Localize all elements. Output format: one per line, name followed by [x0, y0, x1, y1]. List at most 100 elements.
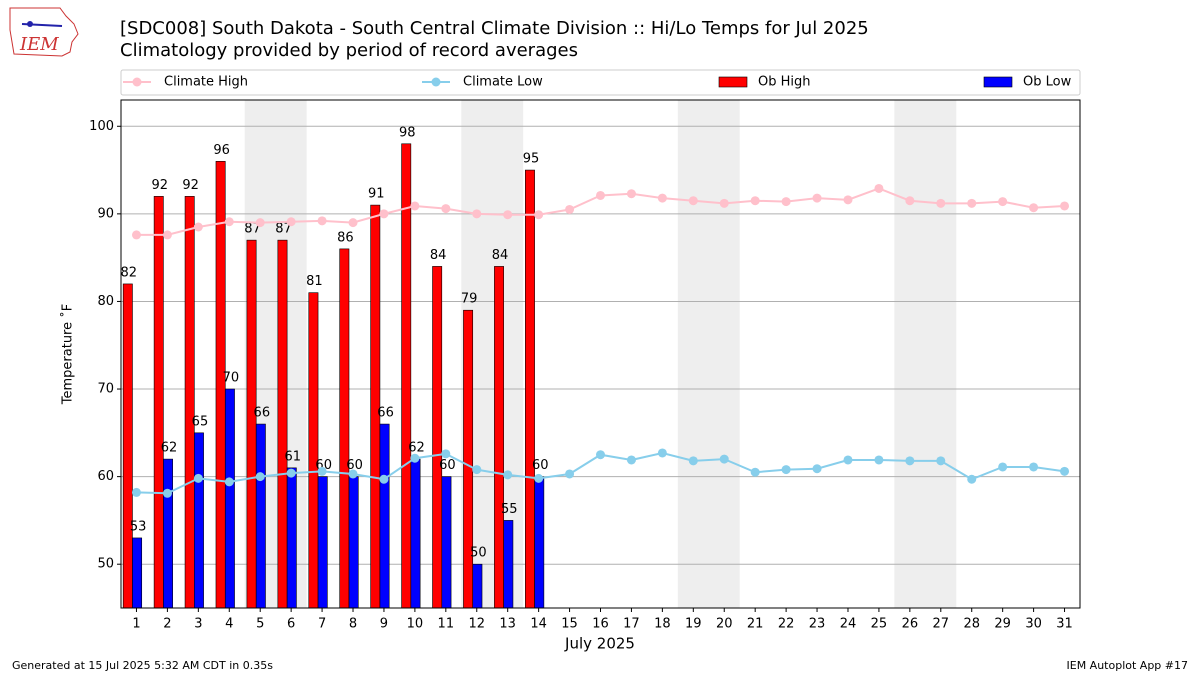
- bar: [132, 537, 143, 609]
- marker: [936, 456, 946, 466]
- data-label: 70: [223, 371, 240, 386]
- marker: [596, 450, 605, 460]
- marker: [719, 198, 729, 208]
- marker: [286, 468, 296, 478]
- x-tick-label: 8: [349, 617, 357, 632]
- marker: [317, 466, 327, 476]
- bar: [224, 388, 235, 609]
- data-label: 82: [121, 265, 138, 280]
- marker: [348, 218, 358, 228]
- y-tick-label: 50: [97, 557, 114, 572]
- legend-swatch: [718, 76, 748, 88]
- data-label: 92: [182, 178, 199, 193]
- marker: [626, 189, 636, 199]
- x-tick-label: 17: [623, 617, 640, 632]
- marker: [998, 197, 1008, 207]
- bar: [379, 423, 390, 609]
- legend-label: Ob High: [758, 75, 811, 90]
- x-tick-label: 21: [747, 617, 764, 632]
- y-tick-label: 70: [97, 382, 114, 397]
- x-tick-label: 20: [716, 617, 733, 632]
- bar: [255, 423, 266, 609]
- marker: [348, 469, 358, 479]
- x-tick-label: 14: [530, 617, 547, 632]
- data-label: 66: [254, 406, 271, 421]
- logo-text: IEM: [19, 34, 59, 55]
- chart-title: [SDC008] South Dakota - South Central Cl…: [120, 18, 869, 39]
- x-tick-label: 11: [438, 617, 455, 632]
- x-tick-label: 10: [407, 617, 424, 632]
- x-tick-label: 1: [132, 617, 140, 632]
- chart-subtitle: Climatology provided by period of record…: [120, 40, 578, 61]
- marker: [131, 230, 141, 240]
- footer-left: Generated at 15 Jul 2025 5:32 AM CDT in …: [12, 659, 273, 672]
- marker: [162, 230, 172, 240]
- bar: [441, 476, 452, 609]
- legend-box: [120, 69, 1081, 96]
- marker: [472, 465, 482, 475]
- x-tick-label: 24: [840, 617, 857, 632]
- marker: [688, 456, 698, 466]
- x-tick-label: 18: [654, 617, 671, 632]
- x-tick-label: 6: [287, 617, 295, 632]
- legend-marker: [431, 77, 441, 87]
- marker: [410, 453, 420, 463]
- marker: [1029, 203, 1039, 213]
- legend-label: Ob Low: [1023, 75, 1072, 90]
- data-label: 91: [368, 187, 385, 202]
- data-label: 62: [408, 441, 425, 456]
- bar: [194, 432, 204, 609]
- marker: [224, 477, 234, 487]
- bar: [184, 196, 195, 609]
- x-tick-label: 2: [163, 617, 171, 632]
- x-tick-label: 4: [225, 617, 233, 632]
- y-tick-label: 80: [97, 294, 114, 309]
- data-label: 98: [399, 125, 416, 140]
- x-tick-label: 27: [933, 617, 950, 632]
- bar: [286, 467, 297, 609]
- x-tick-label: 5: [256, 617, 264, 632]
- bar: [246, 239, 257, 609]
- bar: [401, 143, 412, 609]
- x-tick-label: 22: [778, 617, 795, 632]
- marker: [441, 449, 451, 459]
- marker: [843, 195, 853, 205]
- data-label: 87: [275, 222, 292, 237]
- bar: [277, 239, 288, 609]
- marker: [936, 198, 946, 208]
- marker: [565, 204, 575, 214]
- marker: [719, 454, 729, 464]
- marker: [781, 197, 791, 207]
- data-label: 86: [337, 230, 354, 245]
- x-tick-label: 29: [994, 617, 1011, 632]
- data-label: 96: [213, 143, 230, 158]
- marker: [224, 217, 234, 227]
- marker: [317, 216, 327, 226]
- marker: [503, 210, 513, 220]
- marker: [596, 190, 605, 200]
- marker: [379, 209, 389, 219]
- x-axis-label: July 2025: [564, 635, 635, 653]
- plot-frame: [120, 99, 1081, 609]
- legend-label: Climate Low: [463, 75, 543, 90]
- marker: [441, 204, 451, 214]
- marker: [657, 193, 667, 203]
- data-label: 81: [306, 274, 323, 289]
- x-tick-label: 28: [963, 617, 980, 632]
- marker: [688, 196, 698, 206]
- marker: [967, 198, 977, 208]
- marker: [781, 465, 791, 475]
- bar: [463, 309, 474, 609]
- y-tick-label: 100: [89, 119, 114, 134]
- marker: [1029, 462, 1039, 472]
- legend-swatch: [983, 76, 1013, 88]
- marker: [379, 474, 389, 484]
- data-label: 50: [470, 546, 487, 561]
- logo: IEM: [9, 7, 79, 57]
- bar: [432, 266, 443, 609]
- marker: [626, 455, 636, 465]
- footer-right: IEM Autoplot App #17: [1067, 659, 1189, 672]
- marker: [503, 470, 513, 480]
- data-label: 84: [430, 248, 447, 263]
- marker: [812, 193, 822, 203]
